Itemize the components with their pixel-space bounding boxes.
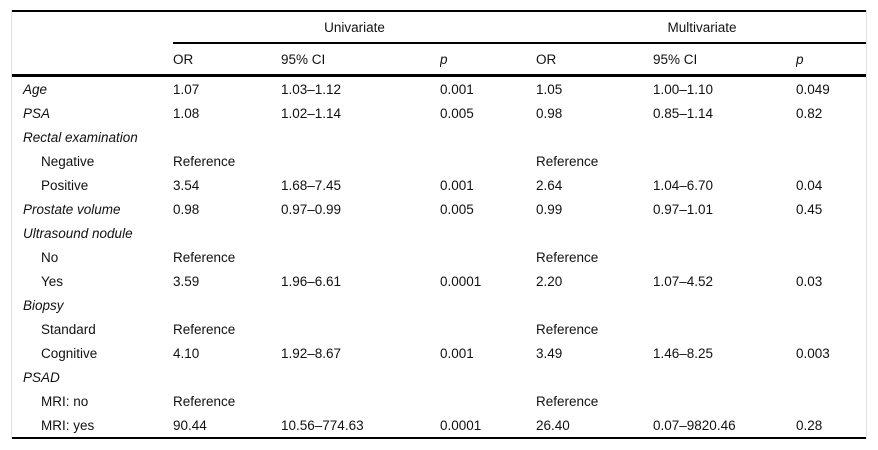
cell: Reference: [173, 321, 236, 337]
cell: 1.03–1.12: [281, 81, 342, 97]
cell: 0.0001: [440, 273, 482, 289]
cell: 2.20: [536, 273, 563, 289]
cell: 0.97–0.99: [281, 201, 342, 217]
cell: Reference: [536, 153, 599, 169]
cell: 1.07: [173, 81, 200, 97]
cell: 26.40: [536, 417, 570, 433]
cell: 0.001: [440, 345, 474, 361]
table-bottom-rule: [12, 437, 866, 439]
cell: 0.005: [440, 105, 474, 121]
table-row: MRI: yes 90.44 10.56–774.63 0.0001 26.40 0.07…: [12, 413, 866, 437]
cell: 0.001: [440, 81, 474, 97]
cell: Reference: [173, 393, 236, 409]
column-header-multi-or: OR: [536, 51, 557, 67]
group-header-rule: [173, 42, 866, 44]
row-label: Biopsy: [23, 297, 64, 313]
cell: 2.64: [536, 177, 563, 193]
column-header-uni-ci: 95% CI: [281, 51, 326, 67]
cell: 0.049: [796, 81, 830, 97]
row-label: MRI: yes: [41, 417, 95, 433]
row-label: Yes: [41, 273, 64, 289]
row-label: Age: [23, 81, 48, 97]
table-row: PSAD: [12, 365, 866, 389]
cell: 3.54: [173, 177, 200, 193]
group-header-row: Univariate Multivariate: [12, 12, 866, 42]
group-header-univariate: Univariate: [324, 19, 385, 35]
cell: 90.44: [173, 417, 207, 433]
table-row: Rectal examination: [12, 125, 866, 149]
table-row: No Reference Reference: [12, 245, 866, 269]
cell: 0.003: [796, 345, 830, 361]
table-body: Age 1.07 1.03–1.12 0.001 1.05 1.00–1.10 0.049 P…: [12, 77, 866, 437]
table-row: Positive 3.54 1.68–7.45 0.001 2.64 1.04–6.70 0…: [12, 173, 866, 197]
row-label: Cognitive: [41, 345, 98, 361]
table-row: Prostate volume 0.98 0.97–0.99 0.005 0.99 0.9…: [12, 197, 866, 221]
cell: 0.03: [796, 273, 823, 289]
column-header-uni-or: OR: [173, 51, 194, 67]
table-row: Age 1.07 1.03–1.12 0.001 1.05 1.00–1.10 0.049: [12, 77, 866, 101]
cell: 1.00–1.10: [653, 81, 714, 97]
cell: 0.85–1.14: [653, 105, 714, 121]
cell: 0.98: [173, 201, 200, 217]
table-row: Cognitive 4.10 1.92–8.67 0.001 3.49 1.46–8.25…: [12, 341, 866, 365]
group-header-multivariate: Multivariate: [667, 19, 737, 35]
row-label: Standard: [41, 321, 96, 337]
row-label: Positive: [41, 177, 89, 193]
table-row: Negative Reference Reference: [12, 149, 866, 173]
table-row: Ultrasound nodule: [12, 221, 866, 245]
table-row: PSA 1.08 1.02–1.14 0.005 0.98 0.85–1.14 0.82: [12, 101, 866, 125]
cell: 1.92–8.67: [281, 345, 342, 361]
column-header-multi-ci: 95% CI: [653, 51, 698, 67]
cell: 1.96–6.61: [281, 273, 342, 289]
cell: 1.08: [173, 105, 200, 121]
table-row: Yes 3.59 1.96–6.61 0.0001 2.20 1.07–4.52 0.03: [12, 269, 866, 293]
table-row: Standard Reference Reference: [12, 317, 866, 341]
cell: 1.02–1.14: [281, 105, 342, 121]
row-label: Ultrasound nodule: [23, 225, 133, 241]
cell: 0.97–1.01: [653, 201, 714, 217]
cell: 4.10: [173, 345, 200, 361]
cell: 0.82: [796, 105, 823, 121]
table-row: MRI: no Reference Reference: [12, 389, 866, 413]
regression-results-table: Univariate Multivariate OR 95% CI p OR 9…: [11, 10, 867, 439]
row-label: PSA: [23, 105, 51, 121]
column-header-row: OR 95% CI p OR 95% CI p: [12, 44, 866, 74]
row-label: No: [41, 249, 59, 265]
cell: 0.0001: [440, 417, 482, 433]
cell: 3.59: [173, 273, 200, 289]
header-separator-rule: [12, 74, 866, 77]
cell: Reference: [536, 393, 599, 409]
cell: 0.005: [440, 201, 474, 217]
cell: 0.07–9820.46: [653, 417, 736, 433]
cell: 0.98: [536, 105, 563, 121]
cell: Reference: [173, 153, 236, 169]
cell: 0.45: [796, 201, 823, 217]
cell: 0.99: [536, 201, 563, 217]
column-header-multi-p: p: [796, 51, 804, 67]
cell: Reference: [173, 249, 236, 265]
cell: 0.001: [440, 177, 474, 193]
cell: Reference: [536, 321, 599, 337]
cell: 1.05: [536, 81, 563, 97]
group-header-rule-wrap: [12, 42, 866, 44]
row-label: PSAD: [23, 369, 60, 385]
table-row: Biopsy: [12, 293, 866, 317]
cell: 1.04–6.70: [653, 177, 714, 193]
row-label: Prostate volume: [23, 201, 121, 217]
cell: 0.28: [796, 417, 823, 433]
cell: Reference: [536, 249, 599, 265]
row-label: Rectal examination: [23, 129, 138, 145]
column-header-uni-p: p: [440, 51, 448, 67]
cell: 10.56–774.63: [281, 417, 364, 433]
cell: 1.68–7.45: [281, 177, 342, 193]
table-top-rule: [12, 10, 866, 12]
cell: 0.04: [796, 177, 823, 193]
row-label: MRI: no: [41, 393, 89, 409]
cell: 1.07–4.52: [653, 273, 714, 289]
cell: 1.46–8.25: [653, 345, 714, 361]
row-label: Negative: [41, 153, 95, 169]
cell: 3.49: [536, 345, 563, 361]
